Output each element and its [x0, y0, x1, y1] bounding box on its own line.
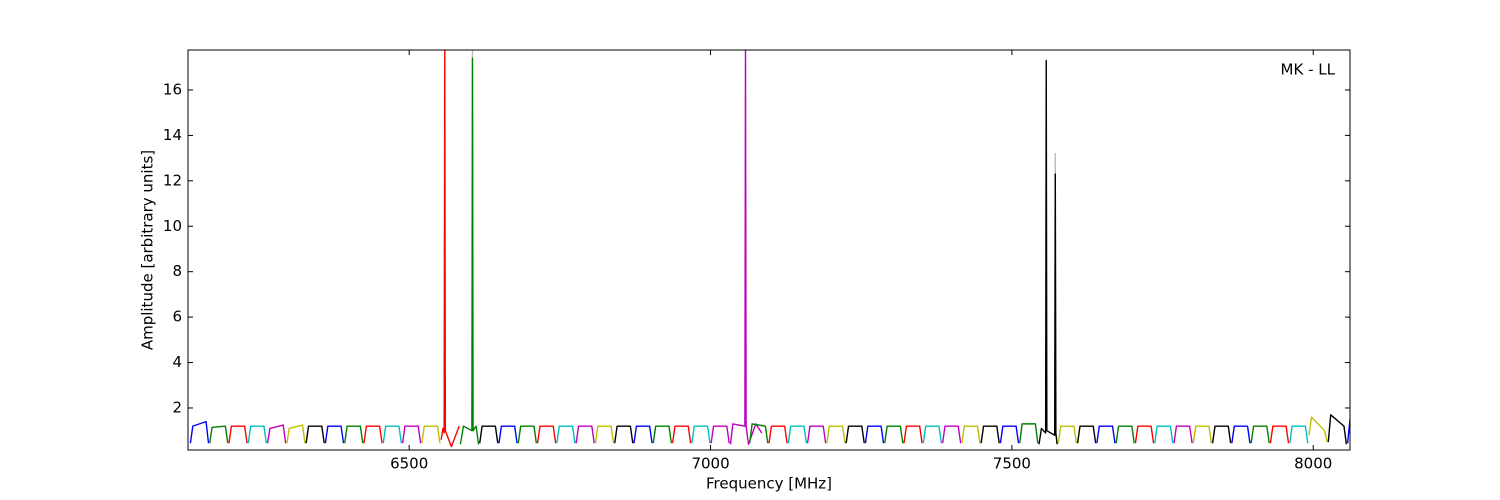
series-line: [401, 425, 422, 444]
series-line: [209, 425, 229, 444]
x-tick-label: 8000: [1294, 455, 1332, 473]
series-line: [845, 425, 865, 444]
series-line: [941, 425, 962, 444]
plot-area: [189, 50, 1350, 448]
x-axis-label: Frequency [MHz]: [706, 475, 832, 493]
series-line: [710, 425, 730, 444]
series-line: [1038, 59, 1058, 445]
series-line: [594, 425, 615, 444]
series-line: [652, 425, 673, 444]
series-line: [806, 425, 827, 444]
series-line: [228, 425, 248, 444]
series-line: [344, 425, 364, 444]
y-tick-label: 2: [172, 398, 182, 416]
series-line: [1057, 425, 1078, 444]
x-tick-label: 7000: [691, 455, 729, 473]
series-line: [1134, 425, 1155, 444]
series-line: [498, 425, 518, 444]
series-line: [1096, 425, 1116, 444]
series-line: [903, 425, 923, 444]
series-line: [787, 425, 808, 444]
series-line: [1250, 425, 1270, 444]
series-line: [247, 425, 268, 444]
series-line: [633, 425, 653, 444]
series-line: [286, 424, 306, 444]
series-line: [440, 50, 460, 448]
series-line: [729, 50, 763, 446]
series-line: [1308, 416, 1328, 443]
series-line: [691, 425, 711, 444]
series-line: [1269, 425, 1290, 444]
series-line: [305, 425, 325, 444]
series-line: [479, 425, 499, 444]
series-line: [826, 425, 846, 444]
series-line: [536, 425, 557, 444]
series-line: [671, 425, 692, 444]
x-tick-label: 7500: [993, 455, 1031, 473]
y-tick-label: 8: [172, 262, 182, 280]
series-line: [1154, 425, 1174, 444]
series-line: [1115, 425, 1135, 444]
series-line: [1173, 425, 1193, 444]
series-line: [1289, 425, 1309, 444]
axes-frame: [187, 49, 1351, 451]
series-line: [1231, 425, 1251, 444]
y-tick-label: 10: [163, 217, 182, 235]
y-tick-label: 14: [163, 126, 182, 144]
y-tick-label: 6: [172, 308, 182, 326]
y-tick-label: 16: [163, 80, 182, 98]
chart-title: MK - LL: [1281, 61, 1336, 79]
series-line: [382, 425, 403, 444]
series-line: [517, 425, 538, 444]
series-line: [1019, 423, 1039, 444]
series-line: [614, 425, 634, 444]
y-axis-label: Amplitude [arbitrary units]: [139, 150, 157, 350]
series-line: [961, 425, 981, 444]
series-line: [556, 425, 576, 444]
series-line: [749, 423, 769, 444]
series-line: [1327, 414, 1348, 445]
series-line: [768, 425, 788, 444]
y-tick-label: 4: [172, 353, 182, 371]
series-line: [363, 425, 383, 444]
x-tick-label: 6500: [390, 455, 428, 473]
series-line: [1076, 425, 1097, 444]
series-line: [421, 425, 441, 444]
series-line: [575, 425, 595, 444]
y-tick-label: 12: [163, 171, 182, 189]
series-line: [459, 57, 480, 445]
series-line: [864, 425, 885, 444]
series-line: [266, 424, 287, 444]
series-line: [884, 425, 904, 444]
series-line: [189, 420, 210, 444]
series-line: [324, 425, 345, 444]
series-line: [922, 425, 943, 444]
series-line: [980, 425, 1000, 444]
series-line: [999, 425, 1020, 444]
series-line: [1192, 425, 1213, 444]
series-line: [1211, 425, 1232, 444]
